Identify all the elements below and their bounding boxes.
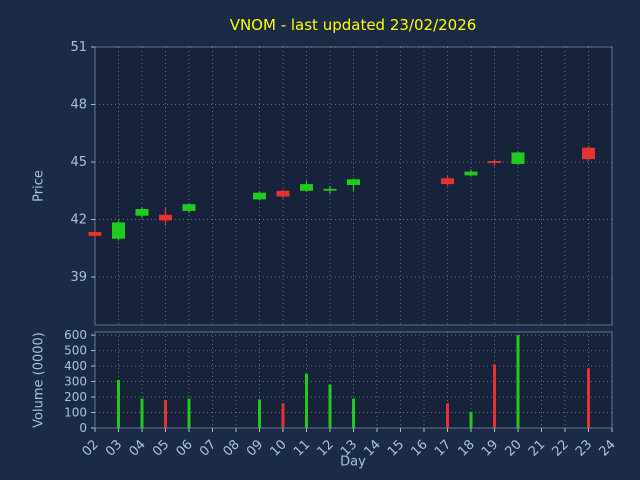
volume-tick-label: 100: [64, 406, 87, 420]
volume-bar: [140, 398, 144, 428]
candle-body: [276, 190, 290, 197]
candle-body: [253, 192, 266, 200]
x-tick-label: 05: [150, 437, 172, 459]
candle-body: [464, 171, 478, 176]
price-tick-label: 39: [70, 270, 87, 285]
volume-bar: [117, 380, 120, 428]
volume-bar: [305, 373, 308, 428]
x-tick-label: 02: [80, 437, 102, 459]
candle-body: [323, 188, 337, 191]
x-tick-label: 11: [291, 437, 313, 459]
volume-bar: [469, 411, 473, 428]
x-tick-label: 23: [573, 437, 595, 459]
x-tick-label: 10: [268, 437, 290, 459]
volume-bar: [516, 335, 520, 428]
candle-body: [347, 179, 360, 186]
price-tick-label: 45: [70, 155, 87, 170]
candle-body: [112, 222, 125, 239]
candle-body: [488, 161, 501, 163]
x-tick-label: 21: [526, 437, 548, 459]
price-axis-label: Price: [31, 170, 47, 202]
x-tick-label: 09: [244, 437, 266, 459]
volume-axis-label: Volume (0000): [31, 332, 47, 428]
price-tick-label: 42: [70, 213, 87, 228]
volume-tick-label: 300: [64, 375, 87, 389]
price-tick-label: 48: [70, 98, 87, 113]
x-tick-label: 24: [597, 437, 619, 459]
volume-bar: [258, 399, 261, 428]
x-tick-label: 12: [315, 437, 337, 459]
x-tick-label: 07: [197, 437, 219, 459]
tick-marks: [91, 46, 613, 432]
volume-series: [117, 335, 590, 428]
price-panel-border: [94, 46, 613, 326]
x-tick-label: 18: [456, 437, 478, 459]
x-tick-label: 03: [103, 437, 125, 459]
volume-tick-label: 0: [79, 421, 87, 435]
candle-body: [159, 214, 172, 221]
candle-body: [135, 209, 149, 216]
x-tick-label: 04: [127, 437, 149, 459]
price-tick-label: 51: [70, 40, 87, 55]
volume-tick-label: 200: [64, 390, 87, 404]
volume-bar: [328, 384, 332, 428]
x-tick-label: 15: [385, 437, 407, 459]
volume-bar: [493, 364, 496, 428]
candle-body: [511, 152, 525, 164]
tick-labels: 02 03 04 05 06 07 08 09 10 11 12 13 14 15 16 17 18 19 20 21…: [64, 40, 619, 460]
volume-bar: [587, 368, 590, 428]
x-tick-label: 17: [432, 437, 454, 459]
candle-body: [88, 232, 102, 236]
candle-body: [182, 204, 196, 211]
x-tick-label: 22: [550, 437, 572, 459]
volume-tick-label: 400: [64, 359, 87, 373]
volume-tick-label: 500: [64, 344, 87, 358]
x-axis-label: Day: [340, 454, 366, 470]
volume-bar: [281, 403, 285, 428]
volume-bar: [352, 398, 355, 428]
volume-bar: [164, 400, 167, 428]
x-tick-label: 16: [409, 437, 431, 459]
volume-tick-label: 600: [64, 328, 87, 342]
x-tick-label: 19: [479, 437, 501, 459]
x-tick-label: 08: [221, 437, 243, 459]
candlestick-series: [88, 145, 595, 241]
candle-body: [300, 184, 313, 191]
candle-body: [441, 178, 454, 185]
volume-bar: [187, 398, 191, 428]
x-tick-label: 06: [174, 437, 196, 459]
x-tick-label: 20: [503, 437, 525, 459]
volume-bar: [446, 403, 449, 428]
candle-body: [582, 147, 595, 160]
chart-title: VNOM - last updated 23/02/2026: [229, 16, 477, 34]
